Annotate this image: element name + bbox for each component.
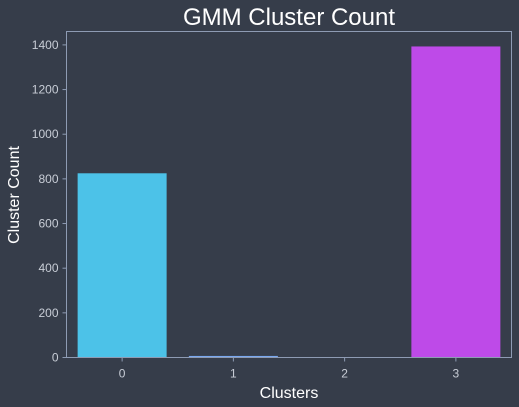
x-tick-label: 3 xyxy=(453,367,460,381)
bar-cluster-1 xyxy=(188,355,278,358)
y-axis: 0 200 400 600 800 1000 1200 1400 xyxy=(32,38,67,365)
y-tick-label: 0 xyxy=(52,351,59,365)
plot-frame xyxy=(66,31,512,358)
y-tick-label: 1000 xyxy=(32,127,59,141)
chart-title: GMM Cluster Count xyxy=(183,4,395,31)
y-tick-label: 200 xyxy=(38,306,58,320)
x-axis: 0 1 2 3 xyxy=(119,357,460,381)
y-axis-label: Cluster Count xyxy=(6,146,23,244)
bar-cluster-0 xyxy=(77,173,167,358)
y-tick-label: 600 xyxy=(38,217,58,231)
bar-cluster-3 xyxy=(411,46,501,358)
x-tick-label: 0 xyxy=(119,367,126,381)
bars-group xyxy=(77,46,501,358)
y-tick-label: 800 xyxy=(38,172,58,186)
x-tick-label: 2 xyxy=(341,367,348,381)
y-tick-label: 1200 xyxy=(32,83,59,97)
x-axis-label: Clusters xyxy=(260,385,319,402)
x-tick-label: 1 xyxy=(230,367,237,381)
y-tick-label: 1400 xyxy=(32,38,59,52)
y-tick-label: 400 xyxy=(38,261,58,275)
